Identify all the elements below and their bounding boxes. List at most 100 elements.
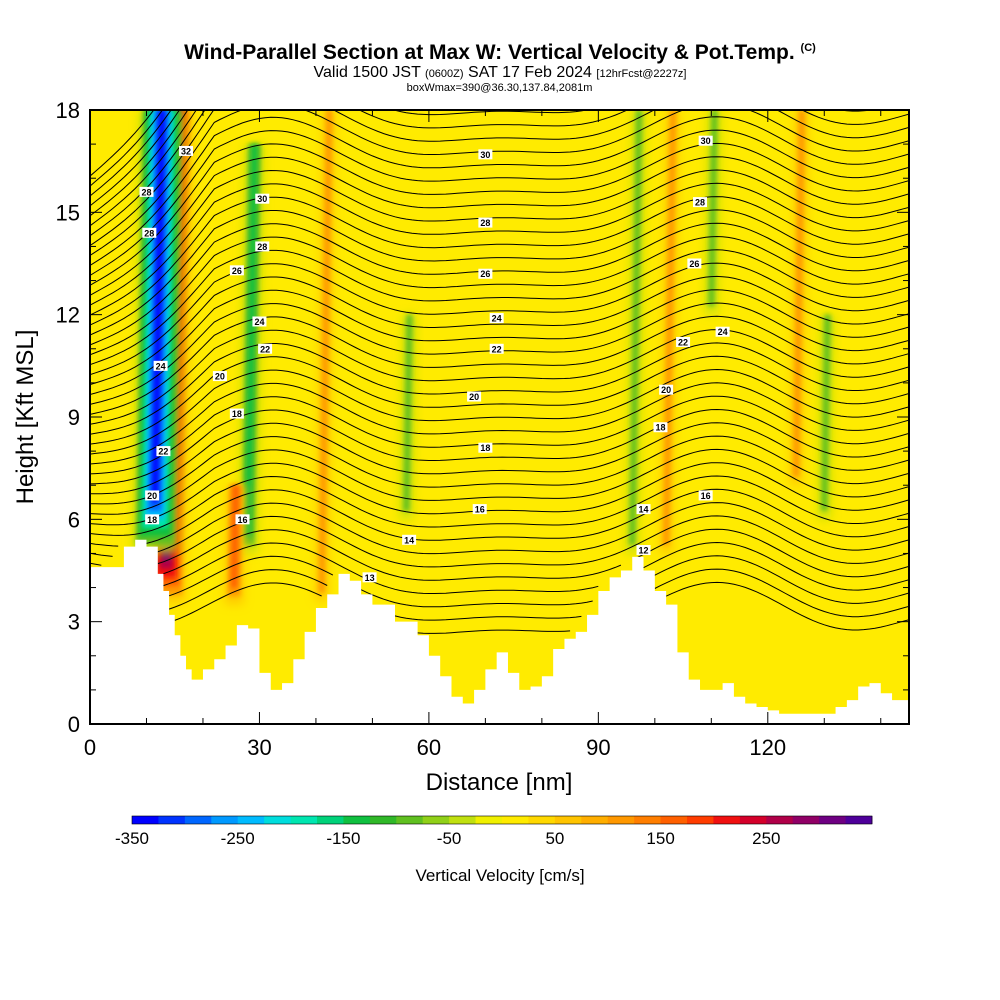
contour-label: 26	[478, 268, 493, 279]
theta-contour	[90, 408, 909, 485]
forecast-info: [12hrFcst@2227z]	[596, 68, 687, 80]
contour-label-text: 16	[701, 491, 711, 501]
contour-label-text: 22	[260, 344, 270, 354]
colorbar-swatch	[581, 816, 609, 824]
y-axis-title: Height [Kft MSL]	[12, 330, 39, 505]
contour-label: 26	[229, 265, 244, 276]
theta-contour	[90, 342, 909, 435]
colorbar-tick-label: -350	[115, 829, 149, 848]
colorbar-swatch	[475, 816, 503, 824]
contour-label-bg	[636, 545, 651, 556]
contour-label-text: 24	[156, 361, 166, 371]
contour-label-text: 18	[232, 409, 242, 419]
contour-label-bg	[472, 504, 487, 515]
valid-time-line: Valid 1500 JST (0600Z) SAT 17 Feb 2024 […	[0, 65, 1000, 82]
contour-label: 30	[478, 149, 493, 160]
velocity-shade	[792, 110, 806, 477]
theta-contour	[90, 262, 909, 376]
contour-label-text: 28	[695, 198, 705, 208]
x-tick-label: 0	[84, 735, 96, 760]
velocity-shade	[244, 144, 258, 537]
contour-label-text: 14	[639, 505, 649, 515]
contour-label-text: 26	[689, 259, 699, 269]
theta-contour	[90, 395, 909, 475]
colorbar-tick-label: -50	[437, 829, 462, 848]
colorbar-swatch	[792, 816, 820, 824]
y-tick-label: 6	[68, 507, 80, 532]
theta-contour	[90, 156, 909, 296]
contour-label-bg	[653, 422, 668, 433]
contour-label: 28	[255, 241, 270, 252]
velocity-shade	[629, 110, 643, 545]
colorbar-swatch	[845, 816, 873, 824]
contour-label-text: 28	[141, 187, 151, 197]
contour-label-bg	[489, 313, 504, 324]
contour-label-text: 20	[147, 491, 157, 501]
theta-contour	[90, 110, 189, 217]
contour-label: 24	[153, 360, 168, 371]
colorbar-swatch	[237, 816, 265, 824]
contour-label-bg	[659, 384, 674, 395]
contour-label-bg	[142, 227, 157, 238]
theta-contour	[90, 422, 909, 495]
x-tick-label: 60	[417, 735, 441, 760]
contour-label-bg	[229, 265, 244, 276]
contour-label: 24	[489, 313, 504, 324]
theta-contour	[90, 110, 874, 227]
contour-label: 18	[229, 408, 244, 419]
colorbar-swatch	[554, 816, 582, 824]
contour-label: 12	[636, 545, 651, 556]
contour-label-bg	[145, 490, 160, 501]
contour-label-text: 14	[404, 535, 414, 545]
contour-label-bg	[156, 446, 171, 457]
colorbar-tick-label: -250	[221, 829, 255, 848]
velocity-shade	[403, 314, 413, 511]
contour-label: 22	[156, 446, 171, 457]
colorbar-title: Vertical Velocity [cm/s]	[415, 866, 584, 885]
colorbar-swatch	[211, 816, 239, 824]
theta-contour	[90, 275, 909, 386]
theta-contour	[90, 315, 909, 415]
contour-label: 16	[235, 514, 250, 525]
contour-label-text: 16	[475, 505, 485, 515]
theta-contour	[90, 129, 909, 276]
contour-label: 24	[715, 326, 730, 337]
colorbar-swatch	[369, 816, 397, 824]
contour-label: 18	[145, 514, 160, 525]
copyright-mark: (C)	[800, 42, 816, 54]
theta-contour	[90, 110, 181, 207]
velocity-shade	[708, 110, 718, 307]
theta-contour	[90, 110, 909, 237]
colorbar-swatch	[819, 816, 846, 824]
theta-contour	[90, 462, 909, 526]
colorbar-swatch	[660, 816, 688, 824]
contour-label: 28	[139, 186, 154, 197]
colorbar-swatch	[687, 816, 714, 824]
contour-label-text: 30	[257, 194, 267, 204]
contour-label: 28	[142, 227, 157, 238]
contour-label-bg	[715, 326, 730, 337]
contour-label-bg	[478, 442, 493, 453]
contour-label-text: 24	[718, 327, 728, 337]
contour-label-text: 24	[492, 314, 502, 324]
contour-label: 26	[687, 258, 702, 269]
contour-label-text: 22	[678, 337, 688, 347]
contour-label: 16	[472, 504, 487, 515]
contour-label-bg	[698, 490, 713, 501]
contour-label: 30	[255, 193, 270, 204]
contour-label-bg	[676, 336, 691, 347]
y-tick-label: 9	[68, 405, 80, 430]
contour-label-bg	[235, 514, 250, 525]
contour-label: 14	[636, 504, 651, 515]
theta-contour	[90, 355, 909, 445]
contour-label-bg	[489, 343, 504, 354]
contour-label-text: 18	[147, 515, 157, 525]
x-axis-title: Distance [nm]	[426, 769, 573, 796]
colorbar-swatch	[607, 816, 635, 824]
contour-label-text: 24	[254, 317, 264, 327]
theta-contour	[90, 448, 909, 515]
colorbar-swatch	[132, 816, 159, 824]
updraft-band-3	[224, 485, 246, 605]
contour-label: 28	[693, 197, 708, 208]
